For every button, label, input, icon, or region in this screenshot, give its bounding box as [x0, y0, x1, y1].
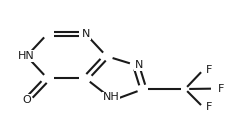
Text: F: F: [206, 65, 212, 75]
Text: HN: HN: [18, 51, 35, 61]
Text: NH: NH: [103, 92, 119, 102]
Text: N: N: [135, 60, 144, 70]
Text: F: F: [206, 102, 212, 112]
Text: N: N: [81, 29, 90, 39]
Text: O: O: [22, 95, 31, 105]
Text: F: F: [218, 84, 224, 94]
